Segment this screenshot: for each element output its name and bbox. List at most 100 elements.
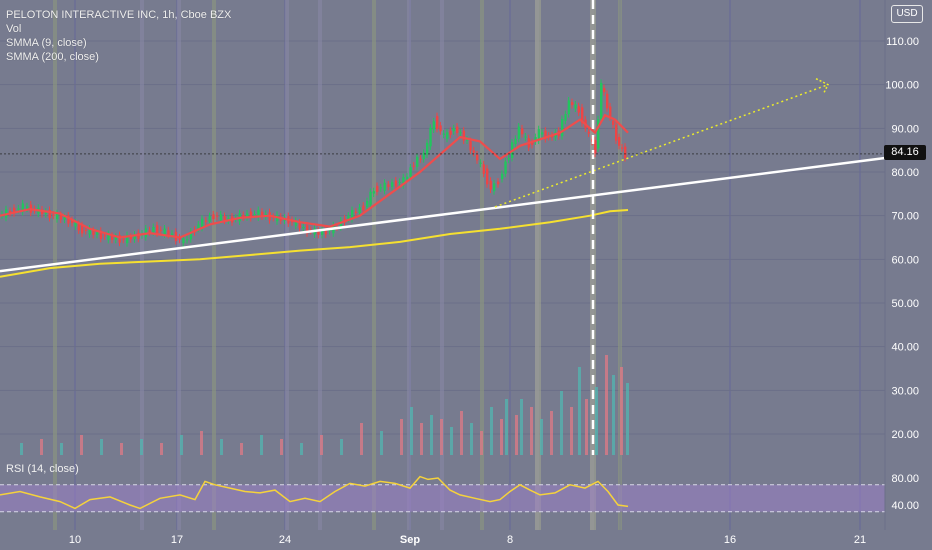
candle [501, 173, 504, 179]
candle [504, 161, 507, 174]
volume-bar [530, 407, 533, 455]
x-axis: 10 17 24 Sep 8 16 21 [69, 534, 866, 546]
y-axis: 110.00 100.00 90.00 80.00 70.00 60.00 50.00 40.… [884, 0, 919, 530]
candle [92, 230, 95, 235]
candle [242, 215, 245, 218]
candle [624, 146, 627, 159]
y-tick-label: 80.00 [891, 167, 919, 179]
candle [249, 211, 253, 219]
volume-bar [300, 443, 303, 455]
candle [600, 82, 603, 120]
candle [118, 235, 121, 243]
legend-smma200[interactable]: SMMA (200, close) [6, 51, 99, 63]
candle [369, 191, 372, 205]
candle [612, 120, 615, 125]
candle [328, 229, 331, 231]
rsi-line [0, 475, 629, 510]
candle [178, 237, 181, 240]
rsi-axis: 80.00 40.00 [891, 473, 919, 512]
candle [497, 181, 500, 185]
candle [366, 201, 369, 207]
volume-bar [40, 439, 43, 455]
candle [581, 107, 584, 124]
chart-title: PELOTON INTERACTIVE INC, 1h, Cboe BZX [6, 9, 232, 21]
candle [466, 139, 469, 141]
volume-bar [585, 399, 588, 455]
candle [459, 132, 462, 134]
candle [618, 137, 621, 146]
legend-smma9[interactable]: SMMA (9, close) [6, 37, 87, 49]
candle [419, 158, 422, 160]
session-stripe [212, 0, 216, 530]
candle [67, 215, 70, 224]
trendline [0, 156, 886, 273]
rsi-band [0, 484, 885, 513]
candle [347, 215, 350, 219]
candle [59, 215, 63, 220]
y-tick-label: 90.00 [891, 123, 919, 135]
candle [351, 209, 354, 220]
chart-legend: PELOTON INTERACTIVE INC, 1h, Cboe BZX Vo… [6, 8, 231, 64]
rsi-legend[interactable]: RSI (14, close) [6, 463, 79, 475]
volume-bar [80, 435, 83, 455]
candle [339, 220, 343, 228]
candle [148, 230, 151, 233]
candle [534, 137, 537, 142]
candle [456, 126, 459, 133]
volume-bar [520, 399, 523, 455]
candle [88, 228, 91, 235]
volume-bar [360, 423, 363, 455]
candle [469, 141, 472, 151]
candle [537, 129, 541, 141]
session-stripe [177, 0, 181, 530]
candle [216, 215, 219, 217]
volume-bar [470, 423, 473, 455]
candle [152, 227, 155, 233]
volume-bar [595, 387, 598, 455]
candle [84, 229, 88, 231]
candle [13, 207, 16, 214]
candle [159, 229, 163, 231]
currency-badge[interactable]: USD [891, 5, 923, 23]
candle [223, 216, 226, 221]
y-tick-label: 50.00 [891, 298, 919, 310]
volume-bar [430, 415, 433, 455]
volume-bar [500, 419, 503, 455]
y-tick-label: 110.00 [886, 36, 919, 48]
volume-bar [380, 431, 383, 455]
candle [391, 182, 394, 187]
candles [1, 79, 627, 247]
candle [208, 216, 211, 222]
volume-bar [340, 439, 343, 455]
y-tick-label: 70.00 [891, 211, 919, 223]
session-stripe [140, 0, 144, 530]
candle [306, 225, 309, 234]
volume-bar [100, 439, 103, 455]
volume-bar [410, 407, 413, 455]
candle [201, 218, 204, 228]
candle [517, 126, 521, 139]
drawings[interactable] [0, 0, 886, 455]
session-stripe [535, 0, 541, 530]
candle [129, 236, 133, 240]
candle [212, 214, 215, 220]
candle [122, 239, 125, 241]
candle [482, 164, 486, 174]
volume-bar [570, 407, 573, 455]
candle [298, 222, 301, 229]
candle [52, 214, 55, 216]
rsi-range [0, 484, 885, 512]
volume-bar [578, 367, 581, 455]
candle [376, 185, 379, 192]
smma200-line [0, 209, 629, 278]
candle [321, 230, 324, 235]
candle [486, 168, 489, 185]
legend-vol[interactable]: Vol [6, 23, 22, 35]
volume-bar [180, 435, 183, 455]
candle [56, 213, 59, 220]
candle [17, 208, 20, 210]
volume-bar [320, 435, 323, 455]
candle [571, 102, 574, 106]
session-stripe [407, 0, 411, 530]
